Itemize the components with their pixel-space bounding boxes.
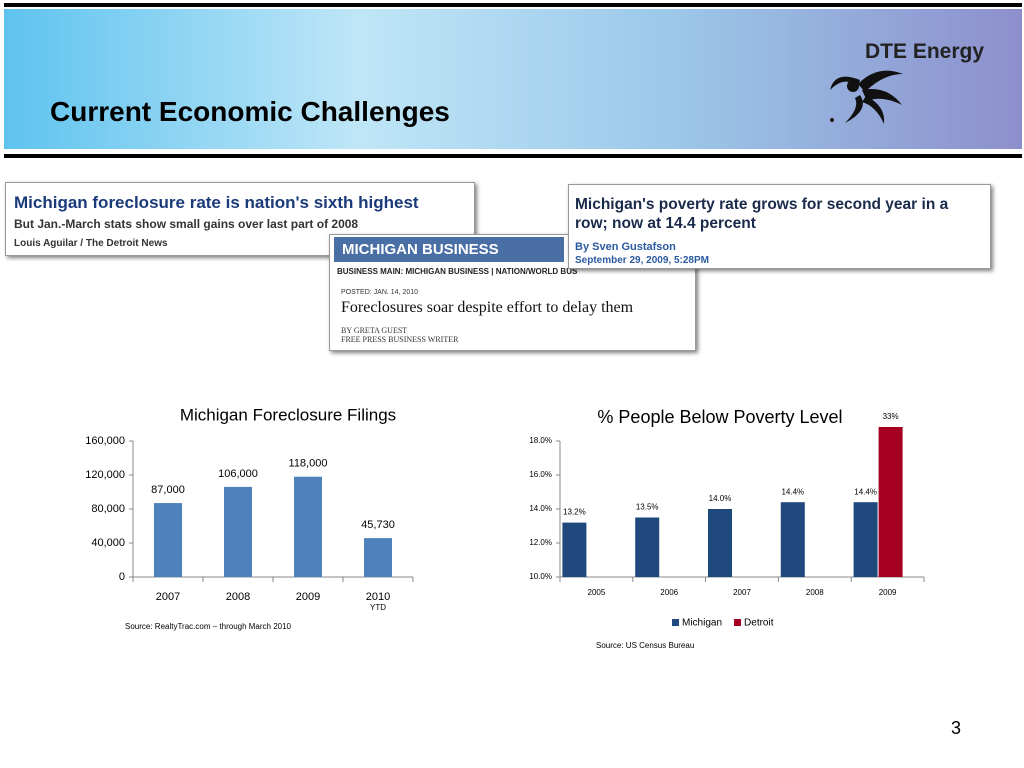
header-rule (4, 154, 1022, 158)
y-tick-label: 12.0% (529, 538, 552, 547)
subhead: But Jan.-March stats show small gains ov… (14, 217, 359, 231)
byline: By Sven Gustafson (575, 241, 676, 253)
value-label: 13.2% (563, 508, 586, 517)
x-tick-note: YTD (370, 603, 386, 612)
date: September 29, 2009, 5:28PM (575, 255, 709, 266)
clipping: Michigan's poverty rate grows for second… (568, 184, 991, 269)
value-label: 14.4% (854, 487, 877, 496)
byline-prefix: By (575, 241, 590, 253)
role: FREE PRESS BUSINESS WRITER (341, 335, 459, 344)
page-number: 3 (951, 718, 962, 738)
chart-title: Michigan Foreclosure Filings (180, 405, 396, 424)
bar (780, 502, 805, 577)
value-label: 13.5% (636, 503, 659, 512)
y-tick-label: 14.0% (529, 504, 552, 513)
posted: POSTED: JAN. 14, 2010 (341, 289, 419, 296)
y-tick-label: 80,000 (91, 503, 125, 515)
x-tick-label: 2008 (226, 591, 250, 603)
value-label: 106,000 (218, 468, 258, 480)
y-tick-label: 16.0% (529, 470, 552, 479)
y-tick-label: 40,000 (91, 537, 125, 549)
bar (878, 427, 903, 577)
bar (562, 522, 587, 577)
y-tick-label: 160,000 (85, 435, 125, 447)
x-tick-label: 2007 (733, 588, 751, 597)
value-label: 45,730 (361, 519, 395, 531)
value-label: 118,000 (289, 458, 328, 470)
section-bar (334, 237, 564, 262)
top-rule (4, 3, 1022, 7)
x-tick-label: 2006 (660, 588, 678, 597)
header-band (4, 9, 1022, 149)
headline: Michigan's poverty rate grows for second… (575, 196, 949, 232)
bar (294, 476, 322, 577)
x-tick-label: 2009 (296, 591, 320, 603)
x-tick-label: 2008 (806, 588, 824, 597)
bar (224, 486, 252, 577)
x-tick-label: 2007 (156, 591, 180, 603)
y-tick-label: 120,000 (85, 469, 125, 481)
chart-title: % People Below Poverty Level (597, 407, 842, 427)
y-tick-label: 0 (119, 571, 125, 583)
author: Sven Gustafson (592, 241, 676, 253)
source-note: Source: US Census Bureau (596, 641, 694, 650)
x-tick-label: 2010 (366, 591, 390, 603)
legend-swatch (734, 619, 742, 626)
legend-swatch (672, 619, 679, 626)
legend-label: Michigan (682, 618, 722, 629)
bar (154, 503, 182, 577)
headline: Michigan foreclosure rate is nation's si… (14, 193, 419, 212)
bar (853, 502, 878, 577)
value-label: 14.4% (781, 487, 804, 496)
section: MICHIGAN BUSINESS (342, 241, 499, 258)
slide-title: Current Economic Challenges (50, 96, 450, 127)
nav: BUSINESS MAIN: MICHIGAN BUSINESS | NATIO… (337, 267, 578, 276)
byline: Louis Aguilar / The Detroit News (14, 238, 168, 249)
bar (635, 517, 660, 577)
x-tick-label: 2009 (879, 588, 897, 597)
y-tick-label: 18.0% (529, 436, 552, 445)
logo-text: DTE Energy (865, 40, 985, 63)
value-label: 14.0% (709, 494, 732, 503)
value-label: 33% (883, 412, 899, 421)
bar (364, 538, 392, 577)
value-label: 87,000 (151, 484, 185, 496)
clipping: Michigan foreclosure rate is nation's si… (5, 182, 475, 256)
y-tick-label: 10.0% (529, 572, 552, 581)
byline: BY GRETA GUEST (341, 326, 408, 335)
bar (708, 509, 732, 577)
source-note: Source: RealtyTrac.com – through March 2… (125, 622, 292, 631)
headline: Foreclosures soar despite effort to dela… (341, 299, 634, 316)
legend-label: Detroit (744, 618, 774, 629)
x-tick-label: 2005 (588, 588, 606, 597)
